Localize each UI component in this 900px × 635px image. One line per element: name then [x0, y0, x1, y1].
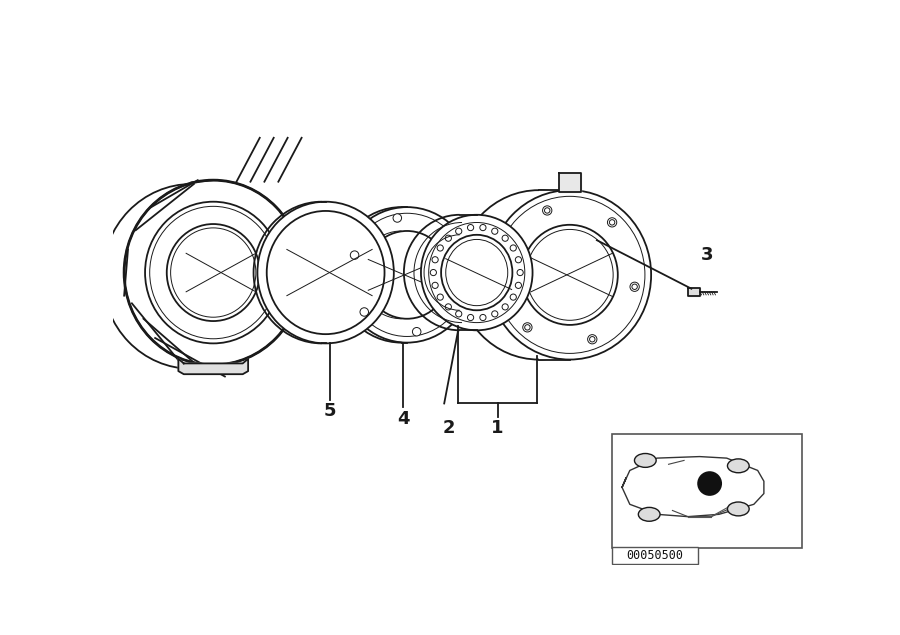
Ellipse shape — [103, 184, 281, 369]
Bar — [612, 434, 802, 548]
Ellipse shape — [500, 258, 509, 267]
Ellipse shape — [350, 251, 359, 259]
Ellipse shape — [523, 323, 532, 332]
Text: 3: 3 — [701, 246, 713, 264]
Text: 5: 5 — [323, 402, 336, 420]
Ellipse shape — [608, 218, 616, 227]
Ellipse shape — [360, 308, 368, 316]
Ellipse shape — [698, 471, 722, 496]
Ellipse shape — [455, 290, 464, 299]
Ellipse shape — [412, 328, 421, 336]
Ellipse shape — [441, 235, 512, 311]
Polygon shape — [178, 359, 248, 374]
Ellipse shape — [727, 502, 749, 516]
Ellipse shape — [166, 224, 260, 321]
Bar — [612, 547, 698, 565]
Text: 00050500: 00050500 — [626, 549, 683, 563]
Ellipse shape — [543, 206, 552, 215]
Ellipse shape — [341, 207, 472, 343]
Ellipse shape — [522, 225, 617, 325]
Polygon shape — [688, 288, 700, 296]
Ellipse shape — [364, 231, 450, 319]
FancyBboxPatch shape — [539, 190, 570, 359]
Text: 2: 2 — [443, 419, 455, 437]
Ellipse shape — [257, 202, 394, 344]
Ellipse shape — [588, 335, 597, 344]
Ellipse shape — [634, 453, 656, 467]
Ellipse shape — [446, 234, 454, 242]
Ellipse shape — [145, 202, 282, 344]
Ellipse shape — [421, 215, 533, 330]
Text: 1: 1 — [491, 419, 504, 437]
Ellipse shape — [638, 507, 660, 521]
Ellipse shape — [393, 214, 401, 222]
Text: 4: 4 — [397, 410, 410, 428]
Polygon shape — [559, 173, 580, 192]
Ellipse shape — [727, 459, 749, 472]
Ellipse shape — [124, 180, 302, 365]
Ellipse shape — [630, 282, 639, 291]
Ellipse shape — [457, 190, 620, 359]
Ellipse shape — [489, 190, 651, 359]
